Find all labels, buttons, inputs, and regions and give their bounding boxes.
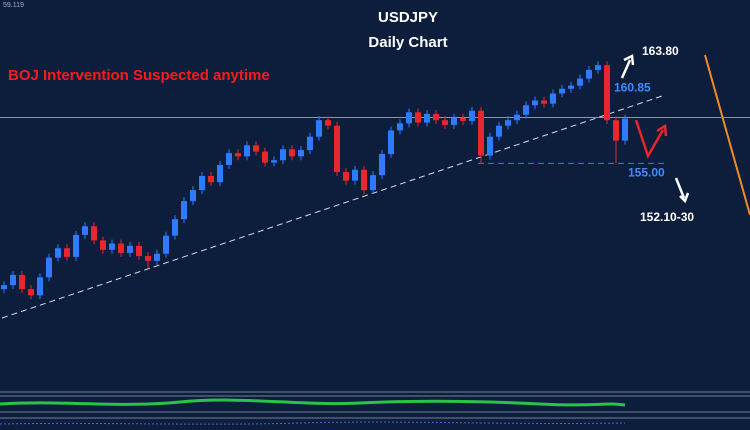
candle-body bbox=[343, 172, 349, 181]
candle-body bbox=[622, 118, 628, 141]
candle-body bbox=[316, 120, 322, 137]
candle-body bbox=[145, 256, 151, 261]
candle-body bbox=[586, 69, 592, 79]
up-arrow-head bbox=[623, 54, 635, 66]
candle-body bbox=[109, 243, 115, 250]
candle-body bbox=[271, 160, 277, 163]
level-label: 155.00 bbox=[628, 166, 665, 180]
candle-body bbox=[208, 175, 214, 183]
candle-body bbox=[496, 125, 502, 137]
path-arrow-head bbox=[656, 123, 668, 137]
candle-body bbox=[406, 112, 412, 124]
candle-body bbox=[433, 113, 439, 121]
candle-body bbox=[280, 149, 286, 161]
candle-body bbox=[136, 245, 142, 257]
candle-body bbox=[181, 201, 187, 220]
candle-body bbox=[217, 164, 223, 183]
candle-body bbox=[262, 151, 268, 163]
candle-body bbox=[424, 113, 430, 123]
candle-body bbox=[595, 65, 601, 70]
candle-body bbox=[469, 110, 475, 121]
candle-body bbox=[253, 145, 259, 152]
candle-body bbox=[415, 112, 421, 123]
candle-body bbox=[379, 153, 385, 176]
candle-body bbox=[190, 190, 196, 202]
candle-body bbox=[172, 219, 178, 236]
candle-body bbox=[532, 100, 538, 106]
annotation: BOJ Intervention Suspected anytime bbox=[8, 67, 270, 84]
indicator-line bbox=[0, 421, 626, 425]
corner-label: 59.119 bbox=[3, 2, 24, 9]
candle-body bbox=[154, 253, 160, 261]
candle-body bbox=[523, 105, 529, 115]
candle-body bbox=[550, 93, 556, 104]
candle-body bbox=[1, 285, 7, 290]
candle-body bbox=[604, 65, 610, 121]
candle-body bbox=[478, 110, 484, 156]
candle-body bbox=[46, 257, 52, 278]
chart-title: USDJPY bbox=[378, 9, 438, 26]
candle-body bbox=[298, 150, 304, 157]
candle-body bbox=[334, 125, 340, 173]
candle-body bbox=[28, 289, 34, 296]
candle-body bbox=[127, 245, 133, 253]
candle-body bbox=[514, 114, 520, 121]
candle-body bbox=[370, 175, 376, 191]
indicator-line bbox=[0, 398, 626, 407]
candle-body bbox=[460, 117, 466, 121]
level-label: 160.85 bbox=[614, 81, 651, 95]
candle-body bbox=[613, 120, 619, 141]
trend-line bbox=[1, 95, 663, 319]
candle-body bbox=[19, 274, 25, 290]
candle-body bbox=[10, 274, 16, 286]
candle-body bbox=[307, 136, 313, 151]
candle-body bbox=[397, 123, 403, 131]
candle-body bbox=[451, 117, 457, 125]
indicator-panel bbox=[0, 391, 750, 425]
orange-arrow bbox=[704, 54, 750, 216]
down-arrow-head bbox=[679, 192, 690, 204]
candle-body bbox=[289, 149, 295, 157]
candle-body bbox=[226, 153, 232, 165]
down-arrow bbox=[674, 177, 686, 199]
candle-body bbox=[64, 248, 70, 257]
candle-body bbox=[361, 169, 367, 191]
candle-body bbox=[55, 248, 61, 258]
target-label: 163.80 bbox=[642, 44, 679, 58]
candle-body bbox=[541, 100, 547, 104]
up-arrow bbox=[620, 59, 632, 79]
candle-body bbox=[325, 120, 331, 126]
candle-body bbox=[559, 88, 565, 94]
arrows bbox=[620, 54, 750, 216]
candle-body bbox=[442, 120, 448, 125]
path-arrow bbox=[634, 119, 665, 160]
target-label: 152.10-30 bbox=[640, 210, 694, 224]
candle-body bbox=[118, 243, 124, 253]
candle-body bbox=[82, 226, 88, 235]
chart-subtitle: Daily Chart bbox=[368, 34, 447, 51]
candle-body bbox=[487, 136, 493, 156]
candle-body bbox=[352, 169, 358, 181]
candle-body bbox=[37, 277, 43, 296]
candle-body bbox=[244, 145, 250, 157]
candle-body bbox=[100, 240, 106, 250]
candle-body bbox=[577, 78, 583, 86]
candle-body bbox=[235, 153, 241, 157]
candle-body bbox=[199, 175, 205, 191]
candle-body bbox=[388, 130, 394, 154]
candle-body bbox=[91, 226, 97, 241]
candle-body bbox=[73, 234, 79, 257]
candle-body bbox=[163, 235, 169, 254]
candle-body bbox=[505, 120, 511, 126]
candle-body bbox=[568, 85, 574, 89]
